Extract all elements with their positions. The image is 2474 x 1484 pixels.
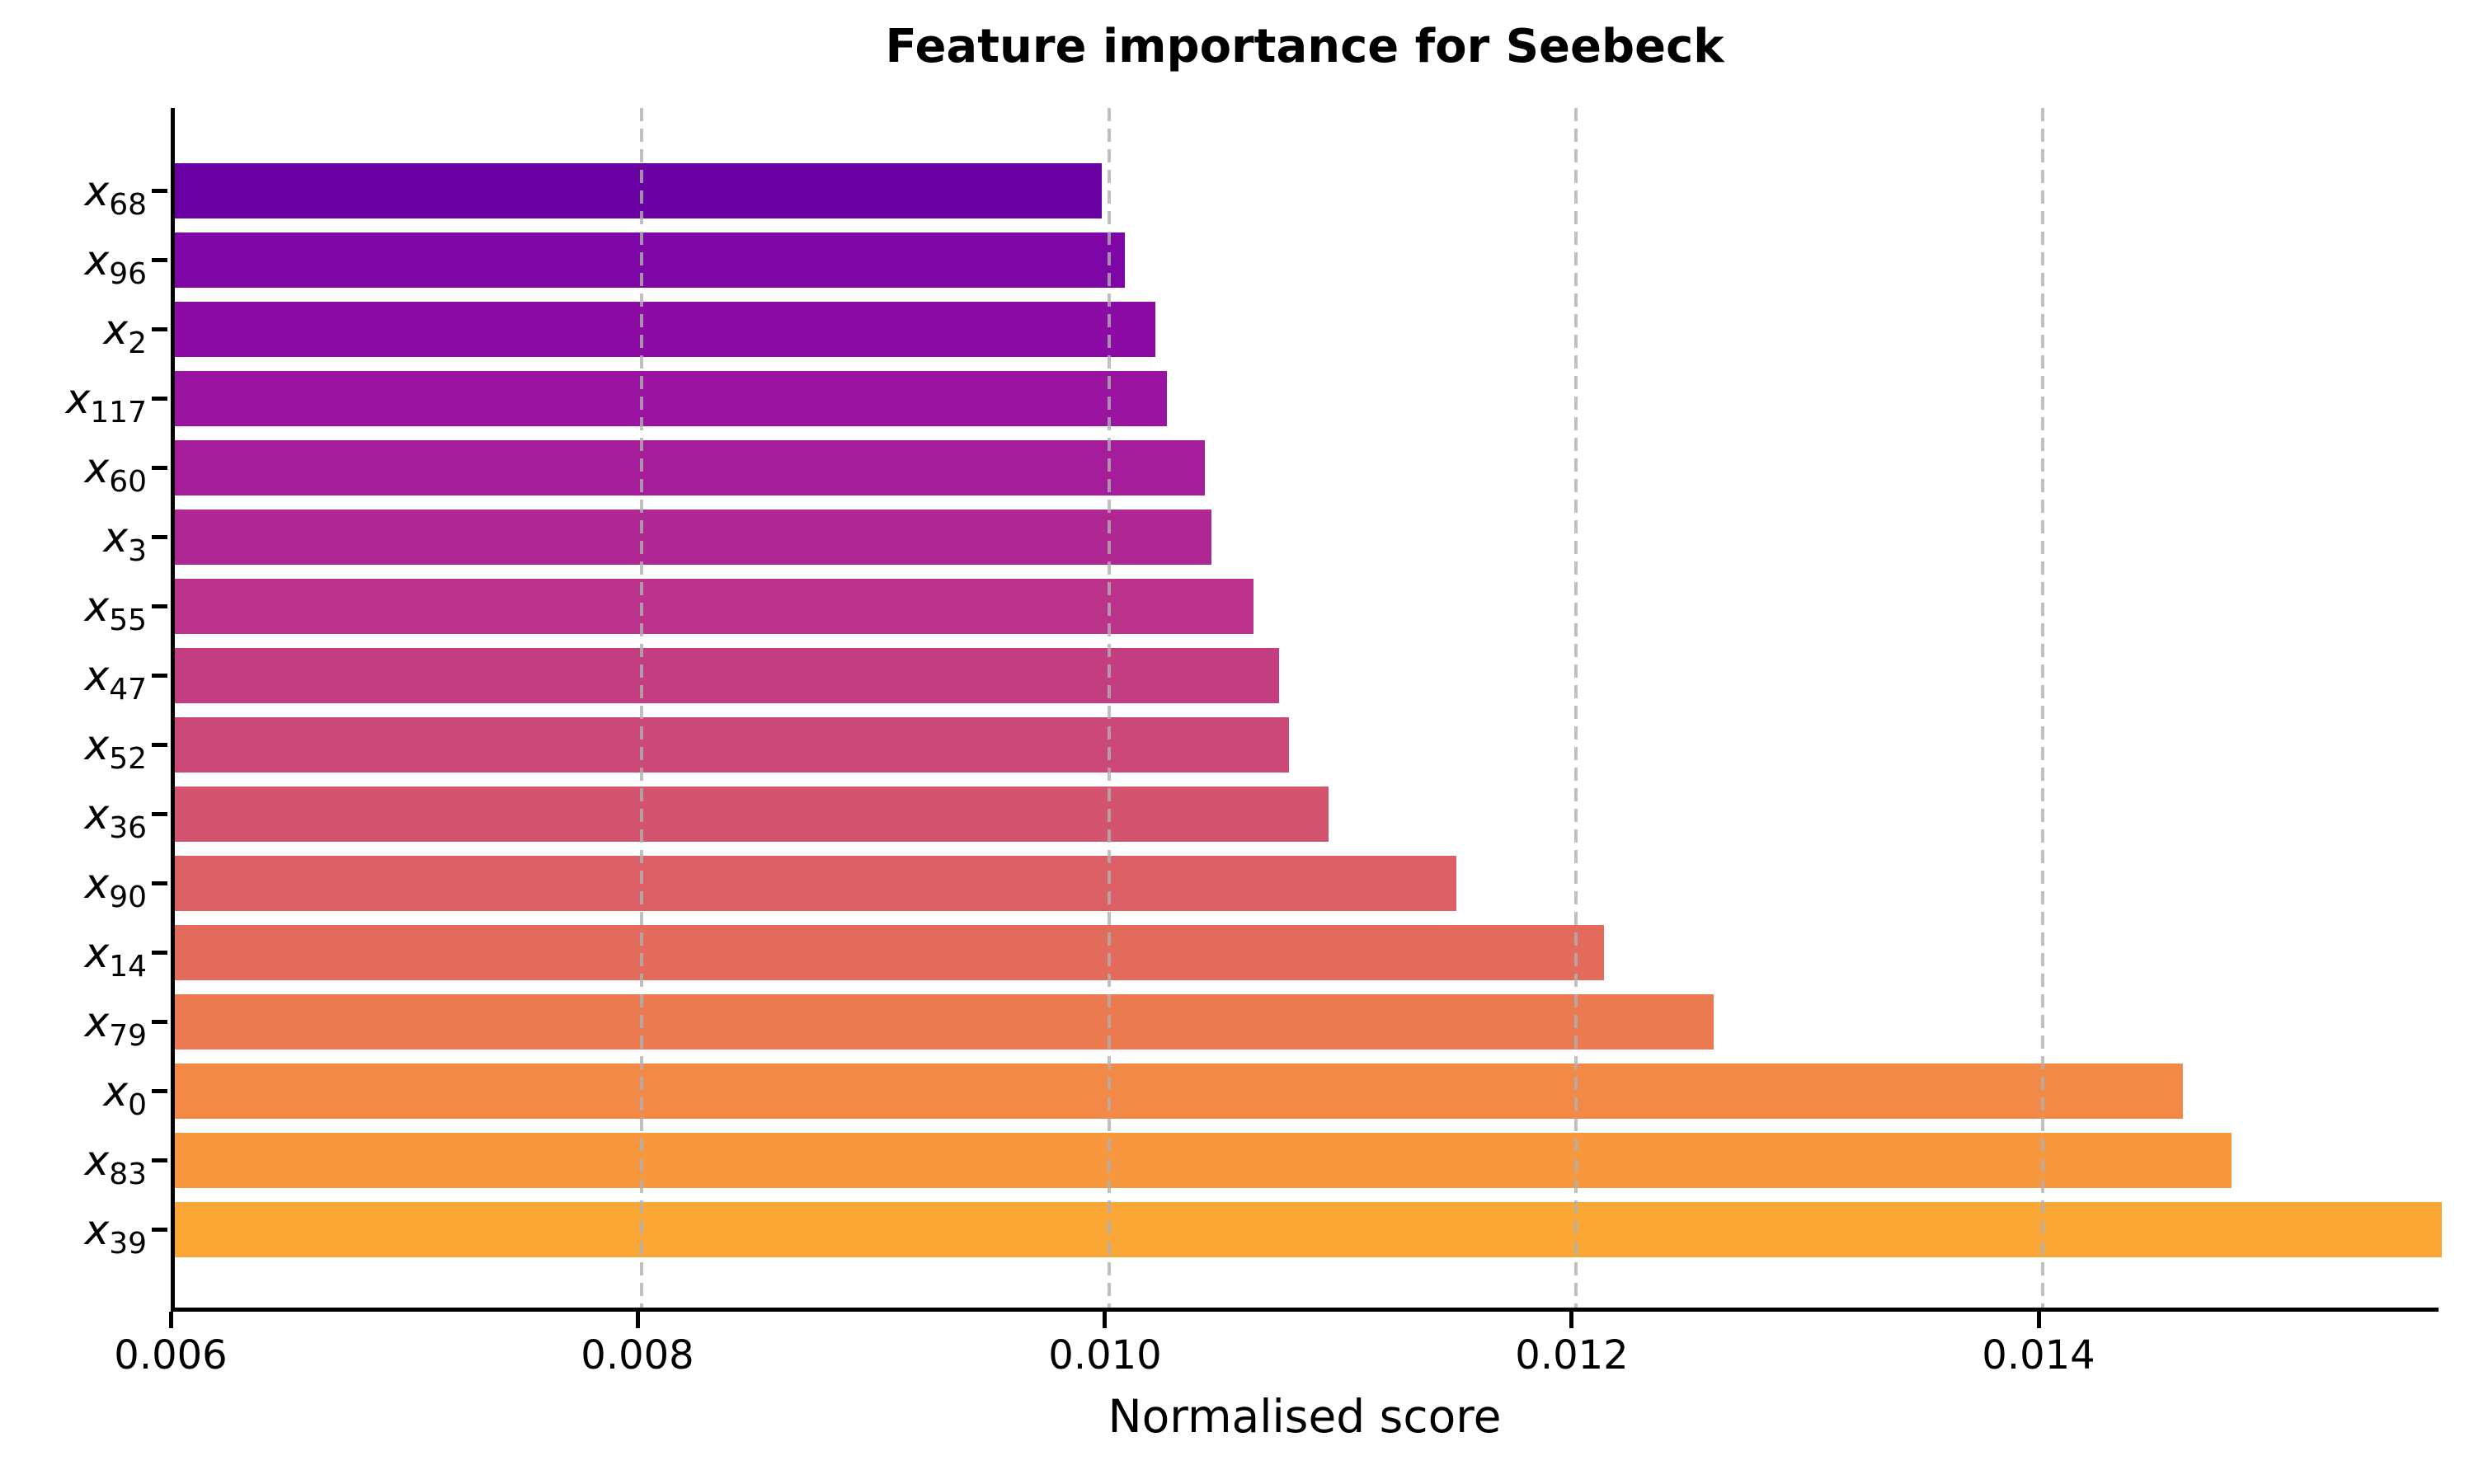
y-tick-mark-x_0 xyxy=(152,1089,167,1093)
plot-area xyxy=(171,108,2442,1312)
x-tick-mark-0.010 xyxy=(1103,1312,1107,1328)
x-tick-label-0.014: 0.014 xyxy=(1982,1332,2095,1378)
y-tick-label-x_47: x47 xyxy=(0,643,147,709)
y-tick-label-subscript: 96 xyxy=(109,256,147,291)
bar-x_117 xyxy=(175,371,1167,426)
x-axis-label: Normalised score xyxy=(1108,1390,1502,1443)
y-tick-mark-x_2 xyxy=(152,327,167,331)
y-tick-mark-x_47 xyxy=(152,674,167,678)
y-tick-label-x_90: x90 xyxy=(0,851,147,917)
y-tick-label-x_14: x14 xyxy=(0,920,147,986)
y-tick-label-base: x xyxy=(84,860,110,908)
y-tick-label-base: x xyxy=(84,998,110,1046)
bar-x_2 xyxy=(175,302,1155,357)
y-tick-mark-x_39 xyxy=(152,1228,167,1232)
y-tick-label-x_36: x36 xyxy=(0,782,147,848)
bar-x_14 xyxy=(175,925,1604,980)
y-tick-mark-x_3 xyxy=(152,535,167,539)
y-tick-label-subscript: 83 xyxy=(109,1157,147,1191)
y-tick-mark-x_83 xyxy=(152,1158,167,1162)
x-tick-label-0.008: 0.008 xyxy=(581,1332,694,1378)
y-tick-label-base: x xyxy=(103,514,129,561)
x-tick-label-0.010: 0.010 xyxy=(1048,1332,1162,1378)
y-tick-label-subscript: 60 xyxy=(109,464,147,499)
y-tick-mark-x_90 xyxy=(152,881,167,885)
y-tick-label-subscript: 14 xyxy=(109,949,147,984)
y-tick-label-x_55: x55 xyxy=(0,574,147,640)
y-tick-label-x_2: x2 xyxy=(0,297,148,363)
y-tick-label-base: x xyxy=(84,791,110,838)
gridline-x-0.01 xyxy=(1108,108,1111,1308)
y-tick-label-x_79: x79 xyxy=(0,989,147,1055)
chart-title: Feature importance for Seebeck xyxy=(885,20,1724,73)
y-tick-label-subscript: 47 xyxy=(109,672,147,707)
bar-x_79 xyxy=(175,994,1714,1050)
y-tick-mark-x_52 xyxy=(152,743,167,747)
bar-x_39 xyxy=(175,1202,2442,1257)
y-tick-label-base: x xyxy=(84,721,110,769)
bar-x_90 xyxy=(175,856,1456,911)
bar-x_52 xyxy=(175,717,1289,773)
y-tick-label-subscript: 90 xyxy=(109,880,147,914)
y-tick-mark-x_96 xyxy=(152,258,167,262)
gridline-x-0.012 xyxy=(1574,108,1578,1308)
y-tick-label-base: x xyxy=(84,929,110,977)
bar-x_55 xyxy=(175,579,1253,634)
y-tick-label-subscript: 36 xyxy=(109,810,147,845)
y-tick-label-x_3: x3 xyxy=(0,505,148,571)
y-tick-label-subscript: 52 xyxy=(109,741,147,776)
y-tick-label-base: x xyxy=(84,1206,110,1254)
gridline-x-0.008 xyxy=(640,108,643,1308)
x-tick-mark-0.014 xyxy=(2037,1312,2041,1328)
y-tick-label-base: x xyxy=(84,652,110,700)
bar-x_3 xyxy=(175,510,1211,565)
y-tick-mark-x_60 xyxy=(152,466,167,470)
x-tick-mark-0.012 xyxy=(1569,1312,1573,1328)
y-tick-label-x_39: x39 xyxy=(0,1197,147,1263)
y-tick-label-x_60: x60 xyxy=(0,435,147,501)
y-tick-label-subscript: 55 xyxy=(109,603,147,637)
x-tick-label-0.006: 0.006 xyxy=(114,1332,228,1378)
bar-x_83 xyxy=(175,1133,2232,1188)
y-tick-label-base: x xyxy=(65,375,91,423)
y-tick-label-x_117: x117 xyxy=(0,366,147,432)
bar-x_0 xyxy=(175,1064,2183,1119)
y-tick-label-x_68: x68 xyxy=(0,158,147,224)
bar-x_47 xyxy=(175,648,1279,703)
y-tick-mark-x_117 xyxy=(152,397,167,401)
y-tick-label-base: x xyxy=(84,1137,110,1185)
y-tick-label-subscript: 68 xyxy=(109,187,147,222)
bar-x_68 xyxy=(175,163,1102,218)
y-tick-label-base: x xyxy=(84,237,110,284)
y-tick-label-subscript: 79 xyxy=(109,1018,147,1053)
bar-x_96 xyxy=(175,232,1125,288)
y-tick-mark-x_36 xyxy=(152,812,167,816)
y-tick-label-subscript: 2 xyxy=(128,326,147,360)
y-tick-label-x_52: x52 xyxy=(0,712,147,778)
y-tick-label-base: x xyxy=(103,1068,129,1115)
y-tick-label-subscript: 39 xyxy=(109,1226,147,1261)
y-tick-label-subscript: 117 xyxy=(90,395,147,430)
y-tick-label-x_0: x0 xyxy=(0,1059,148,1125)
x-tick-mark-0.006 xyxy=(169,1312,173,1328)
x-tick-label-0.012: 0.012 xyxy=(1515,1332,1629,1378)
y-tick-label-x_96: x96 xyxy=(0,228,147,294)
x-tick-mark-0.008 xyxy=(636,1312,640,1328)
bar-x_36 xyxy=(175,787,1329,842)
y-tick-label-base: x xyxy=(84,444,110,492)
y-tick-mark-x_14 xyxy=(152,951,167,955)
y-tick-label-subscript: 3 xyxy=(128,533,147,568)
gridline-x-0.014 xyxy=(2041,108,2044,1308)
y-tick-label-x_83: x83 xyxy=(0,1128,147,1194)
y-tick-mark-x_55 xyxy=(152,604,167,608)
bar-x_60 xyxy=(175,440,1205,495)
y-tick-label-base: x xyxy=(84,583,110,631)
y-tick-label-base: x xyxy=(103,306,129,354)
y-tick-mark-x_79 xyxy=(152,1020,167,1024)
y-tick-label-subscript: 0 xyxy=(128,1087,147,1122)
y-tick-mark-x_68 xyxy=(152,189,167,193)
y-tick-label-base: x xyxy=(84,167,110,215)
